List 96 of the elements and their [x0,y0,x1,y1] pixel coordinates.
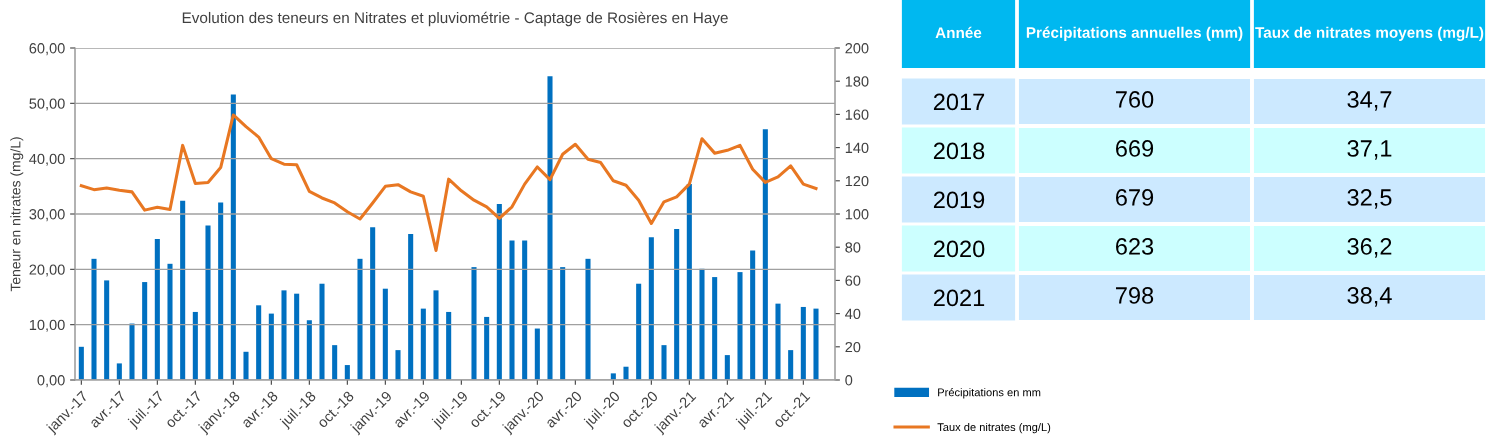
data-label: 32,5 [1347,189,1392,209]
y2-tick-label: 140 [845,142,869,154]
y-tick-label: 2017 [933,93,985,111]
bar [737,272,743,380]
bar [420,308,426,380]
y-tick-label: 2019 [933,191,985,209]
bar [116,363,122,380]
bar [547,76,553,380]
bar [344,365,350,380]
data-label: 669 [1116,140,1154,157]
bar [218,202,224,380]
data-label: 623 [1116,238,1154,255]
bar [661,345,667,380]
bar [674,228,680,380]
bar [775,303,781,380]
bar [750,250,756,380]
bar [268,313,274,380]
bar [281,290,287,380]
bar [800,306,806,380]
bar [357,258,363,380]
data-label: 760 [1116,91,1154,108]
bar [724,355,730,380]
bar [180,200,186,380]
data-label: 36,2 [1347,238,1392,258]
bar [256,305,262,380]
y2-tick-label: 180 [845,76,869,87]
y-axis-title: Année [935,26,982,39]
bar [294,293,300,380]
y2-tick-label: 40 [845,308,861,320]
y-tick-label: 2018 [933,142,985,160]
chart-title: Evolution des teneurs en Nitrates et pluviométrie - Captage de Rosières en Haye [182,11,728,27]
y-tick-label: 2020 [933,240,985,258]
bar [534,328,540,380]
y2-tick-label: 80 [845,242,861,253]
x-tick-label: Taux de nitrates moyens (mg/L) [1255,26,1484,41]
bar [813,308,819,380]
y-tick-label: 0,00 [37,375,65,388]
bar [332,345,338,380]
bar [522,240,528,380]
bar [560,267,566,380]
y-tick-label: 2021 [933,289,985,307]
bar [762,129,768,380]
bar [446,311,452,380]
bar [509,240,515,380]
bar [699,268,705,380]
y-tick-label: 60,00 [29,43,65,56]
y2-tick-label: 20 [845,341,861,353]
data-label: 38,4 [1347,287,1392,307]
data-label: 34,7 [1347,91,1392,111]
y2-tick-label: 100 [845,209,869,220]
y-tick-label: 40,00 [29,153,65,166]
y-tick-label: 50,00 [29,98,65,111]
bar [78,346,84,380]
bar [192,311,198,380]
bar [471,267,477,380]
y2-tick-label: 0 [845,375,853,386]
bar [370,227,376,380]
bar [243,351,249,380]
bar [648,237,654,380]
line-series [79,113,818,253]
bar [319,283,325,380]
bar [205,225,211,380]
bar [788,350,794,380]
y-tick-label: 10,00 [29,319,65,332]
legend-label: Taux de nitrates (mg/L) [937,422,1051,434]
legend-label: Précipitations en mm [938,388,1041,399]
data-label: 37,1 [1347,140,1392,160]
bar [623,366,629,380]
data-label: 679 [1116,189,1154,206]
bar [129,323,135,380]
y-axis-title: Teneur en nitrates (mg/L) [10,137,24,292]
bar [496,204,502,380]
bar [230,94,236,380]
bar [712,277,718,380]
bar [167,263,173,380]
bar [104,280,110,380]
y-tick-label: 30,00 [29,209,65,222]
bar [686,184,692,380]
bar [382,288,388,380]
y2-tick-label: 60 [845,275,861,286]
bar [91,258,97,380]
bar [484,316,490,380]
bar [142,282,148,380]
bar [306,320,312,380]
y2-tick-label: 200 [845,43,869,54]
y2-tick-label: 120 [845,175,869,187]
bar [408,233,414,380]
bar [395,350,401,380]
x-tick-label: Précipitations annuelles (mm) [1026,26,1243,41]
y2-tick-label: 160 [845,109,869,120]
data-label: 798 [1116,287,1154,304]
bar [585,258,591,380]
y-tick-label: 20,00 [29,264,65,277]
bar [636,283,642,380]
bar [433,290,439,380]
bar [154,238,160,380]
